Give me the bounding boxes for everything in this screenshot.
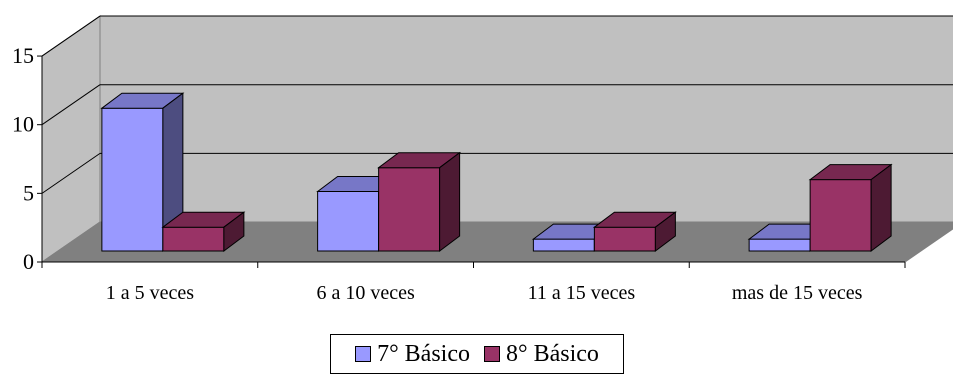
bar-1-1 xyxy=(377,151,462,252)
legend-label-series-2: 8° Básico xyxy=(506,340,599,367)
x-tick-label: 1 a 5 veces xyxy=(106,282,195,304)
side-wall xyxy=(41,15,101,263)
bar-front xyxy=(809,179,872,252)
bar-side xyxy=(870,163,892,252)
bar-side xyxy=(223,211,245,252)
y-tick-label: 15 xyxy=(12,43,34,68)
legend-item-series-2: 8° Básico xyxy=(484,341,599,368)
bar-front xyxy=(317,191,380,252)
legend-swatch-series-1 xyxy=(355,346,372,362)
x-tick-label: 6 a 10 veces xyxy=(316,282,415,304)
x-tick-label: mas de 15 veces xyxy=(732,282,863,304)
legend-swatch-series-2 xyxy=(484,346,500,362)
bar-0-0 xyxy=(100,92,185,252)
legend-label-series-1: 7° Básico xyxy=(377,340,470,367)
chart-plot: 0 5 10 15 1 a 5 veces 6 a 10 veces 11 a 15 vec… xyxy=(12,15,953,304)
bar-3-1 xyxy=(808,163,893,252)
y-tick-label: 10 xyxy=(12,112,34,137)
gridline-side xyxy=(41,84,101,126)
bar-front xyxy=(748,238,811,252)
legend: 7° Básico 8° Básico xyxy=(330,334,624,374)
gridline-side xyxy=(41,15,101,57)
bar-2-1 xyxy=(592,211,677,252)
x-tick-label: 11 a 15 veces xyxy=(528,282,636,304)
bar-front xyxy=(101,107,164,252)
bar-side xyxy=(439,151,461,252)
legend-item-series-1: 7° Básico xyxy=(355,341,470,368)
y-tick-label: 5 xyxy=(23,180,34,205)
bar-0-1 xyxy=(161,211,246,252)
bar-front xyxy=(162,226,225,252)
y-tick-label: 0 xyxy=(23,249,34,274)
bar-front xyxy=(532,238,595,252)
bar-front xyxy=(378,167,441,252)
bar-front xyxy=(593,226,656,252)
bar-side xyxy=(654,211,676,252)
gridline-side xyxy=(41,152,101,194)
